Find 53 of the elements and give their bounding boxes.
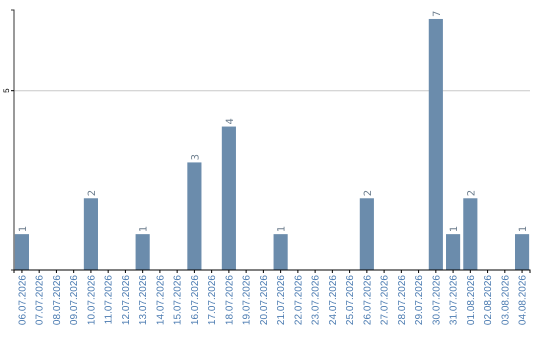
x-tick-label: 09.07.2026	[69, 274, 80, 326]
x-tick-label: 27.07.2026	[380, 274, 391, 326]
bar	[274, 234, 288, 270]
x-tick-label: 15.07.2026	[172, 274, 184, 326]
x-tick-label: 07.07.2026	[34, 274, 46, 326]
x-tick-label: 28.07.2026	[396, 274, 408, 326]
x-tick-label: 01.08.2026	[466, 274, 477, 326]
bar	[222, 126, 236, 270]
data-label: 2	[362, 190, 374, 196]
x-tick-label: 17.07.2026	[207, 274, 218, 326]
x-tick-label: 12.07.2026	[120, 274, 132, 326]
x-tick-label: 02.08.2026	[483, 274, 494, 326]
data-label: 2	[466, 190, 478, 196]
bar	[187, 162, 202, 270]
data-label: 4	[224, 118, 236, 125]
x-tick-label: 18.07.2026	[224, 274, 236, 326]
bar	[428, 18, 443, 270]
x-tick-label: 30.07.2026	[431, 274, 442, 326]
data-label: 2	[86, 190, 98, 196]
data-label: 1	[518, 226, 530, 232]
x-tick-label: 24.07.2026	[328, 274, 339, 326]
bar	[14, 234, 30, 270]
data-label: 1	[18, 226, 29, 232]
x-tick-label: 31.07.2026	[448, 274, 460, 326]
bar	[463, 198, 478, 270]
data-label: 1	[449, 226, 460, 232]
x-tick-label: 11.07.2026	[104, 274, 115, 324]
x-tick-label: 10.07.2026	[86, 274, 98, 326]
x-tick-label: 06.07.2026	[17, 274, 28, 326]
x-tick-label: 14.07.2026	[155, 274, 166, 326]
bar	[446, 234, 460, 270]
x-tick-label: 16.07.2026	[190, 274, 201, 326]
data-label: 1	[138, 226, 150, 232]
x-tick-label: 08.07.2026	[52, 274, 63, 326]
x-tick-label: 13.07.2026	[138, 274, 150, 326]
bar	[360, 198, 374, 270]
bar	[84, 198, 98, 270]
x-tick-label: 04.08.2026	[518, 274, 529, 326]
data-label: 1	[276, 226, 288, 232]
y-tick-label: 5	[2, 88, 11, 93]
x-tick-label: 25.07.2026	[345, 274, 356, 326]
x-tick-label: 26.07.2026	[362, 274, 374, 326]
x-tick-label: 03.08.2026	[500, 274, 512, 326]
x-tick-label: 22.07.2026	[293, 274, 304, 326]
x-tick-label: 29.07.2026	[414, 274, 426, 326]
bar	[136, 234, 150, 270]
x-tick-label: 20.07.2026	[258, 274, 270, 326]
bar	[514, 234, 530, 270]
data-label: 7	[432, 10, 443, 17]
data-label: 3	[190, 154, 202, 160]
x-tick-label: 21.07.2026	[276, 274, 288, 326]
x-tick-label: 23.07.2026	[310, 274, 322, 326]
x-tick-label: 19.07.2026	[242, 274, 253, 326]
